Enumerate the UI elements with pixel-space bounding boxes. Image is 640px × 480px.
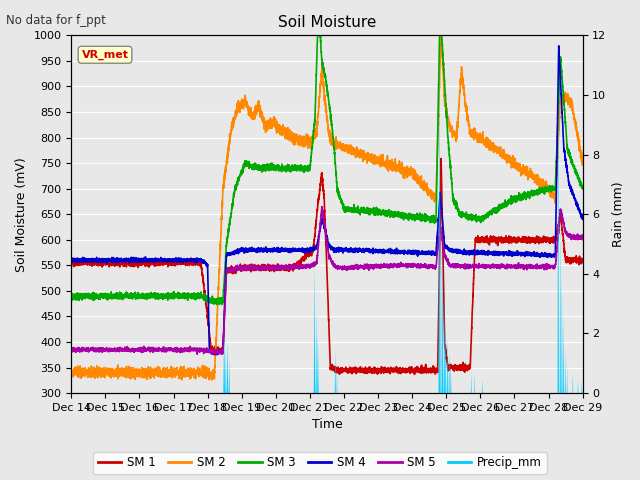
Title: Soil Moisture: Soil Moisture	[278, 15, 376, 30]
Y-axis label: Soil Moisture (mV): Soil Moisture (mV)	[15, 157, 28, 272]
Text: No data for f_ppt: No data for f_ppt	[6, 14, 106, 27]
Legend: SM 1, SM 2, SM 3, SM 4, SM 5, Precip_mm: SM 1, SM 2, SM 3, SM 4, SM 5, Precip_mm	[93, 452, 547, 474]
Y-axis label: Rain (mm): Rain (mm)	[612, 181, 625, 247]
X-axis label: Time: Time	[312, 419, 342, 432]
Text: VR_met: VR_met	[81, 49, 129, 60]
